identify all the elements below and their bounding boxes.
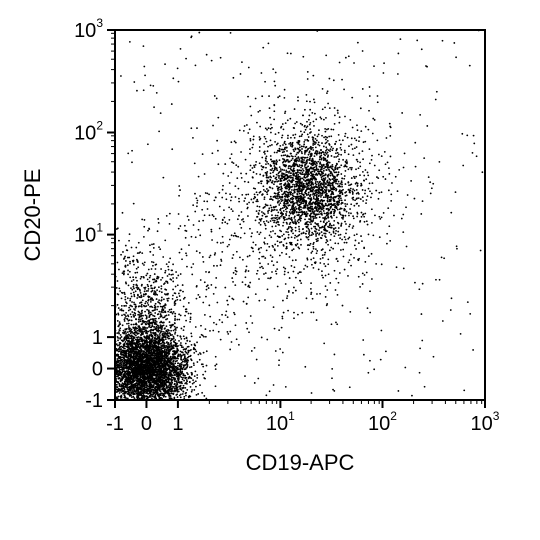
chart-svg: -101101102103-101101102103CD19-APCCD20-P…: [0, 0, 540, 540]
y-axis-label: CD20-PE: [20, 169, 45, 262]
x-axis-label: CD19-APC: [246, 450, 355, 475]
flow-cytometry-scatter: -101101102103-101101102103CD19-APCCD20-P…: [0, 0, 540, 540]
